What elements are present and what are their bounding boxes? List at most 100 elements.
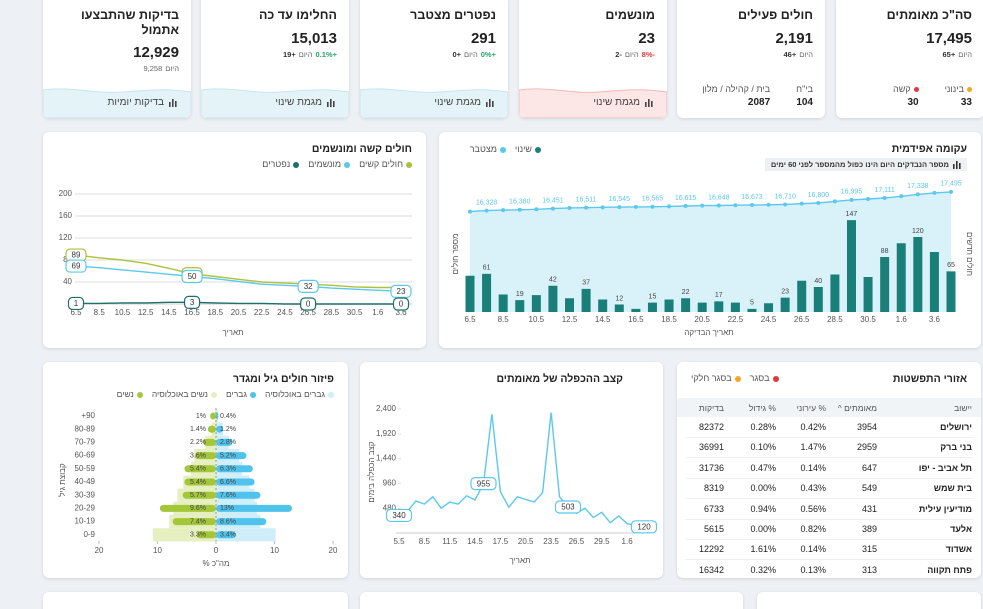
x-tick-label: 18.5: [207, 308, 223, 317]
chart-icon: [953, 160, 961, 169]
line-point: [650, 204, 655, 209]
x-tick-label: 8.5: [419, 537, 431, 546]
value-label: 0: [306, 300, 311, 309]
value-label: 5.4%: [190, 479, 206, 486]
bar: [631, 308, 641, 312]
area-fill: [470, 191, 951, 312]
card-delta: -8% היום -2: [615, 50, 655, 59]
x-tick-label: 22.5: [728, 315, 744, 324]
stat-card: סה"כ מאומתים 17,495 היום +65 בינוני 33 קשה 30: [836, 0, 983, 118]
card-value: 2,191: [775, 30, 813, 47]
sparkline: [360, 88, 508, 118]
bar: [465, 275, 475, 312]
delta-value: -2: [615, 50, 622, 59]
legend: גברים באוכלוסיה גברים נשים באוכלוסיה נשים: [117, 389, 334, 399]
card-delta: היום +46: [784, 50, 813, 59]
line-point: [949, 189, 953, 194]
breakdown-dot: [967, 87, 972, 92]
bar: [216, 478, 255, 486]
bar: [515, 300, 525, 312]
x-tick-label: 20.5: [231, 308, 247, 317]
legend-item: חולים קשים: [359, 159, 412, 169]
legend-dot: [293, 161, 300, 168]
value-label: 16,545: [609, 196, 631, 203]
value-label: 50: [188, 272, 197, 281]
value-label-box: [390, 284, 412, 298]
legend-label: בסגר: [749, 373, 770, 383]
value-label: 17,338: [907, 183, 929, 190]
card-value: 12,929: [133, 44, 179, 61]
table-cell: 31736: [698, 462, 724, 473]
bar: [182, 491, 216, 499]
y-tick-label: 2,400: [376, 404, 397, 413]
row-divider: [685, 437, 973, 438]
x-tick-label: 8.5: [498, 315, 510, 324]
delta-value: +0: [452, 50, 462, 59]
y-tick-label: 30-39: [75, 490, 96, 499]
link-text: בדיקות יומיות: [107, 97, 164, 108]
bar: [216, 465, 253, 473]
legend-item: נשים: [117, 389, 143, 399]
value-label: 13%: [220, 505, 234, 512]
series-line: [75, 265, 402, 292]
value-label: 3.3%: [190, 532, 206, 539]
value-label: 16,511: [576, 197, 597, 204]
legend-dot: [328, 391, 334, 398]
x-tick-label: 16.5: [628, 315, 644, 324]
x-tick-label: 30.5: [860, 315, 876, 324]
breakdown-item: בית / קהילה / מלון 2087: [702, 84, 770, 108]
value-label: 3.4%: [220, 532, 236, 539]
legend-dot: [344, 161, 351, 168]
x-tick-label: 28.5: [324, 308, 340, 317]
bar: [216, 438, 233, 446]
value-label-box: [67, 296, 85, 311]
breakdown-item: בינוני 33: [945, 84, 972, 108]
line-point: [567, 205, 572, 210]
note-text: מספר הנבדקים היום הינו כפול מהמספר לפני …: [770, 160, 949, 169]
sparkline: [519, 88, 667, 118]
table-cell: 315: [861, 544, 877, 555]
icon-bar: [333, 100, 335, 107]
breakdown-label: בית / קהילה / מלון: [702, 84, 770, 94]
legend-dot: [535, 146, 541, 153]
line-point: [633, 204, 638, 209]
legend-dot: [249, 391, 256, 398]
bar: [531, 295, 541, 312]
card-title: החלימו עד כה: [258, 8, 337, 22]
series-line: [398, 412, 645, 528]
y-tick-label: 40: [63, 277, 72, 286]
legend-label: גברים באוכלוסיה: [264, 389, 325, 399]
breakdown-value: 104: [796, 97, 813, 108]
card-breakdown: בינוני 33 קשה 30: [893, 84, 972, 108]
icon-bar: [169, 101, 171, 107]
x-tick-label: 26.5: [300, 308, 316, 317]
value-label: 19: [516, 291, 524, 298]
icon-bar: [651, 100, 653, 107]
line-point: [617, 205, 622, 210]
table-cell: מודיעין עילית: [918, 503, 972, 514]
value-label: 17,495: [940, 181, 962, 188]
panel-title: אזורי התפשטות: [892, 373, 967, 385]
x-tick-label: 20: [329, 546, 338, 555]
column-header: % עירוני: [796, 403, 826, 413]
value-label: 7.4%: [190, 518, 206, 525]
value-label: 2.2%: [190, 439, 206, 446]
value-label: 88: [881, 248, 889, 255]
sparkline-area: [519, 88, 667, 118]
panel-title: חולים קשה ומונשמים: [311, 143, 412, 155]
line-point: [700, 203, 705, 208]
legend-label: מונשמים: [308, 159, 342, 169]
card-title: חולים פעילים: [738, 8, 813, 22]
x-tick-label: 22.5: [254, 308, 270, 317]
y-tick-label: 40-49: [75, 477, 96, 486]
table-cell: 431: [861, 503, 877, 514]
x-tick-label: 10.5: [115, 308, 131, 317]
value-label: 120: [912, 228, 924, 235]
x-tick-label: 12.5: [562, 315, 578, 324]
icon-bar: [489, 98, 491, 107]
delta-value: +46: [783, 50, 797, 59]
table-cell: 2959: [856, 442, 877, 453]
value-label: 6.3%: [220, 466, 236, 473]
bar: [184, 478, 216, 486]
card-title: נפטרים מצטבר: [410, 8, 496, 22]
